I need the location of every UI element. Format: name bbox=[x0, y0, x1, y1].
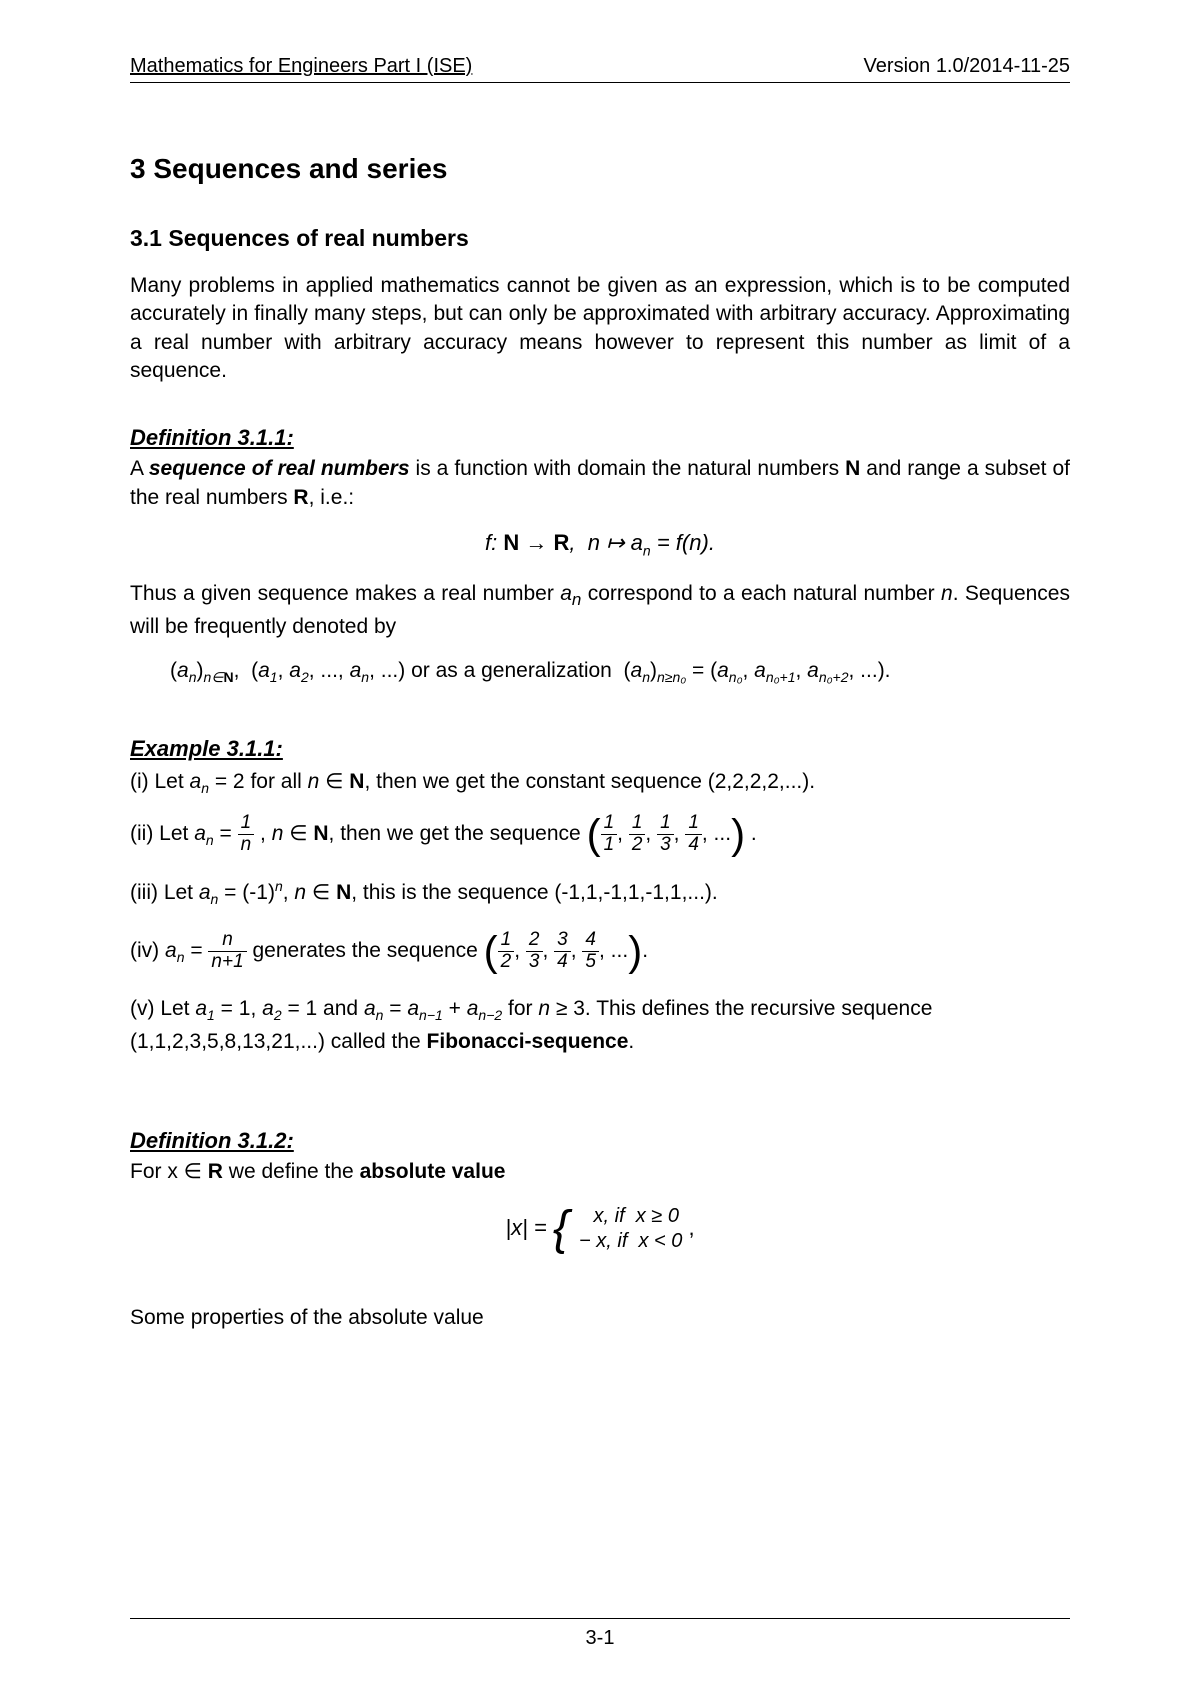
example-i: (i) Let an = 2 for all n ∈ N, then we ge… bbox=[130, 766, 1070, 799]
term: sequence of real numbers bbox=[149, 457, 410, 480]
text: (ii) Let bbox=[130, 822, 194, 845]
definition-311-para2: Thus a given sequence makes a real numbe… bbox=[130, 580, 1070, 640]
chapter-title: 3 Sequences and series bbox=[130, 153, 1070, 185]
text: Thus a given sequence makes a real numbe… bbox=[130, 582, 560, 605]
definition-311-body: A sequence of real numbers is a function… bbox=[130, 455, 1070, 512]
sequence-notation: (an)n∈N, (a1, a2, ..., an, ...) or as a … bbox=[170, 659, 1070, 686]
text: = (-1) bbox=[218, 881, 275, 904]
text: generates the sequence bbox=[247, 939, 484, 962]
text: , then we get the constant sequence (2,2… bbox=[364, 770, 815, 793]
text: = 1, bbox=[215, 997, 262, 1020]
intro-paragraph: Many problems in applied mathematics can… bbox=[130, 272, 1070, 385]
fraction-n-over-nplus1: nn+1 bbox=[208, 930, 246, 973]
properties-intro: Some properties of the absolute value bbox=[130, 1304, 1070, 1332]
page-header: Mathematics for Engineers Part I (ISE) V… bbox=[130, 55, 1070, 83]
text: = 1 and bbox=[282, 997, 364, 1020]
definition-311-heading: Definition 3.1.1: bbox=[130, 425, 1070, 451]
text: For x ∈ bbox=[130, 1160, 208, 1183]
text: , bbox=[254, 822, 272, 845]
document-page: Mathematics for Engineers Part I (ISE) V… bbox=[0, 0, 1200, 1698]
example-311-heading: Example 3.1.1: bbox=[130, 736, 1070, 762]
text: , bbox=[283, 881, 295, 904]
page-footer: 3-1 bbox=[130, 1618, 1070, 1650]
example-iv: (iv) an = nn+1 generates the sequence (1… bbox=[130, 930, 1070, 973]
absolute-value-definition: |x| = { x, if x ≥ 0 − x, if x < 0 , bbox=[130, 1204, 1070, 1254]
fibonacci-term: Fibonacci-sequence bbox=[427, 1030, 629, 1053]
example-iii: (iii) Let an = (-1)n, n ∈ N, this is the… bbox=[130, 876, 1070, 910]
set-R: R bbox=[208, 1160, 223, 1183]
set-R: R bbox=[293, 486, 308, 509]
definition-312-body: For x ∈ R we define the absolute value bbox=[130, 1158, 1070, 1186]
var-n: n bbox=[941, 582, 953, 605]
example-ii: (ii) Let an = 1n , n ∈ N, then we get th… bbox=[130, 813, 1070, 856]
fraction-1-over-n: 1n bbox=[238, 813, 255, 856]
definition-311-formula: f: N → R, n ↦ an = f(n). bbox=[130, 530, 1070, 558]
text: is a function with domain the natural nu… bbox=[410, 457, 846, 480]
text: correspond to a each natural number bbox=[581, 582, 941, 605]
header-left: Mathematics for Engineers Part I (ISE) bbox=[130, 55, 472, 78]
text: ∈ bbox=[283, 822, 313, 845]
term-absolute-value: absolute value bbox=[360, 1160, 506, 1183]
set-N: N bbox=[845, 457, 860, 480]
text: = 2 for all bbox=[209, 770, 308, 793]
header-right: Version 1.0/2014-11-25 bbox=[864, 55, 1070, 78]
text: ∈ bbox=[306, 881, 336, 904]
page-number: 3-1 bbox=[586, 1627, 615, 1649]
text: (iv) bbox=[130, 939, 165, 962]
text: , i.e.: bbox=[309, 486, 355, 509]
text: , then we get the sequence bbox=[329, 822, 587, 845]
text: (i) Let bbox=[130, 770, 190, 793]
text: we define the bbox=[223, 1160, 360, 1183]
text: , this is the sequence (-1,1,-1,1,-1,1,.… bbox=[351, 881, 718, 904]
text: (iii) Let bbox=[130, 881, 199, 904]
text: for bbox=[502, 997, 538, 1020]
definition-312-heading: Definition 3.1.2: bbox=[130, 1128, 1070, 1154]
text: (v) Let bbox=[130, 997, 195, 1020]
section-title: 3.1 Sequences of real numbers bbox=[130, 225, 1070, 252]
example-v: (v) Let a1 = 1, a2 = 1 and an = an−1 + a… bbox=[130, 993, 1070, 1058]
text: ∈ bbox=[319, 770, 349, 793]
text: A bbox=[130, 457, 149, 480]
